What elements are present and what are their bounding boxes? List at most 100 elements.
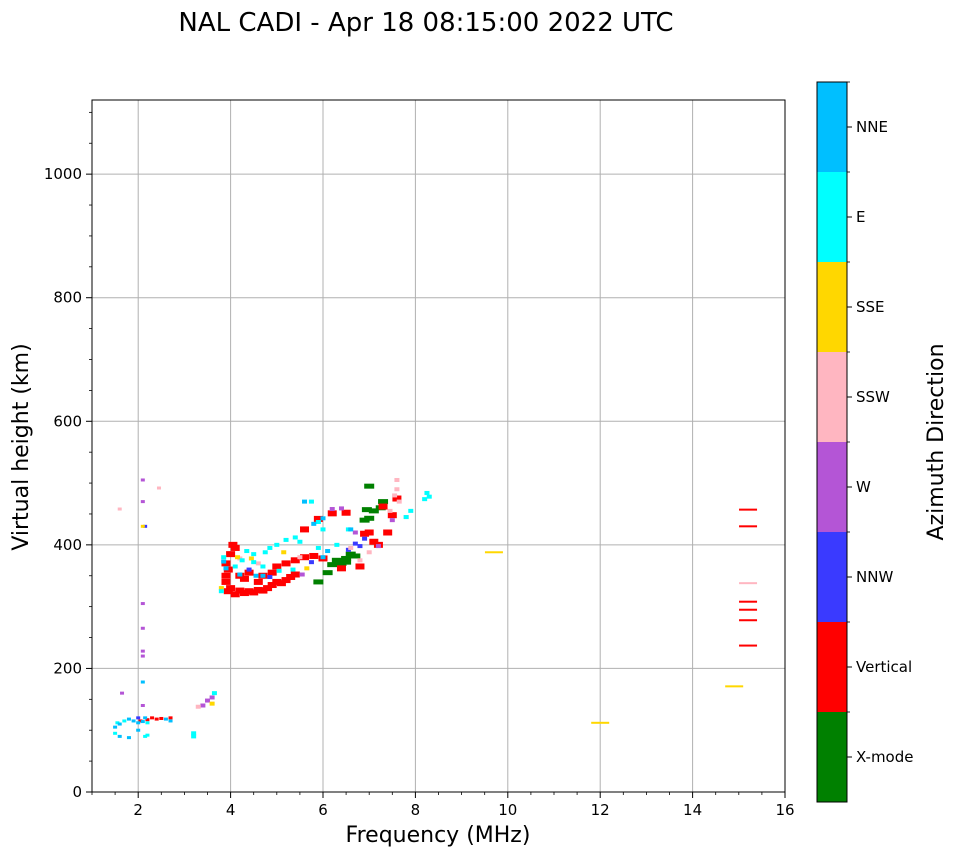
data-point-vertical [230,591,240,598]
data-point-vertical [360,530,370,537]
data-point-vertical [253,578,263,585]
data-point-vertical [168,716,173,720]
x-axis-label: Frequency (MHz) [346,823,531,848]
data-point-nne [325,549,331,554]
data-point-nne [143,716,148,720]
data-point-e [221,555,227,560]
data-point-vertical [239,590,249,597]
data-point-vertical [221,578,231,585]
data-point-vertical [150,716,155,720]
data-point-vertical [387,512,397,519]
data-point-e [290,567,296,572]
data-point-e [320,527,326,532]
colorbar-segment-ssw [817,352,847,442]
data-point-nne [126,736,131,740]
data-point-vertical [276,580,286,587]
data-point-ssw [387,508,393,513]
colorbar-segment-x-mode [817,712,847,802]
x-tick-label: 4 [226,801,236,819]
data-point-e [211,691,217,696]
data-point-nne [140,720,145,724]
data-point-e [297,539,303,544]
data-point-nne [311,521,317,526]
data-point-e [422,497,428,502]
data-point-e [274,542,280,547]
data-point-ssw [297,555,303,560]
data-point-ssw [255,561,261,566]
data-point-vertical [138,719,143,723]
data-point-e [260,564,266,569]
colorbar-frame [816,81,848,803]
data-point-nnw [143,524,148,528]
data-point-vertical [226,551,236,558]
data-point-nnw [352,541,358,546]
data-point-w [140,704,145,707]
data-point-w [299,572,305,577]
data-point-sse [235,555,241,560]
data-point-vertical [244,569,254,576]
data-point-sse [140,524,145,528]
data-point-nne [260,573,266,578]
data-point-e [334,542,340,547]
data-point-vertical [267,569,277,576]
plot-area [92,100,785,792]
data-point-nne [253,573,259,578]
data-point-ssw [156,486,161,490]
data-point-e [276,568,282,573]
colorbar-segment-nnw [817,532,847,622]
data-point-vertical [154,717,159,721]
data-point-e [244,549,250,554]
data-point-nne [163,717,168,721]
x-tick-label: 10 [498,801,517,819]
data-point-w [205,698,210,703]
data-point-x-mode [361,507,372,513]
data-point-vertical [290,571,300,578]
y-tick-label: 600 [53,412,82,430]
data-point-x-mode [364,483,375,489]
data-point-w [375,544,381,549]
data-point-vertical [364,529,374,536]
data-point-e [239,558,245,563]
data-point-ssw [394,477,400,482]
data-point-vertical [228,541,238,548]
data-point-ssw [392,493,398,498]
data-point-e [424,490,430,495]
data-point-sse [591,721,610,724]
data-point-vertical [272,563,282,570]
data-point-e [145,733,150,737]
data-point-vertical [378,503,388,510]
data-point-vertical [739,619,758,622]
data-point-nne [237,572,243,577]
data-point-w [140,626,145,630]
data-point-nne [126,717,131,721]
colorbar: X-mode Vertical NNW W SSW SSE E NNE [816,81,913,803]
colorbar-tick-label: NNW [856,568,893,586]
data-point-x-mode [368,508,379,514]
data-point-e [218,589,224,594]
data-point-e [315,545,321,550]
data-point-ssw [195,704,201,709]
data-point-nnw [357,544,363,549]
colorbar-segment-vertical [817,622,847,712]
data-point-e [408,508,414,513]
y-axis: 0 200 400 600 800 1000 [44,111,92,801]
data-point-nne [320,555,326,560]
x-tick-label: 16 [775,801,794,819]
colorbar-label: Azimuth Direction [924,343,949,540]
data-point-nne [136,728,141,732]
data-point-vertical [230,544,240,551]
data-point-w [140,654,145,658]
data-point-e [262,550,268,555]
data-point-x-mode [378,499,389,505]
colorbar-tick-label: W [856,478,871,496]
data-point-sse [304,566,310,571]
data-point-e [315,519,321,524]
data-point-w [120,691,125,695]
x-tick-label: 6 [318,801,328,819]
data-point-w [140,500,145,504]
grid-lines [92,100,786,793]
data-point-vertical [392,495,402,502]
data-point-e [267,545,273,550]
y-tick-label: 1000 [44,165,82,183]
data-point-vertical [369,538,379,545]
